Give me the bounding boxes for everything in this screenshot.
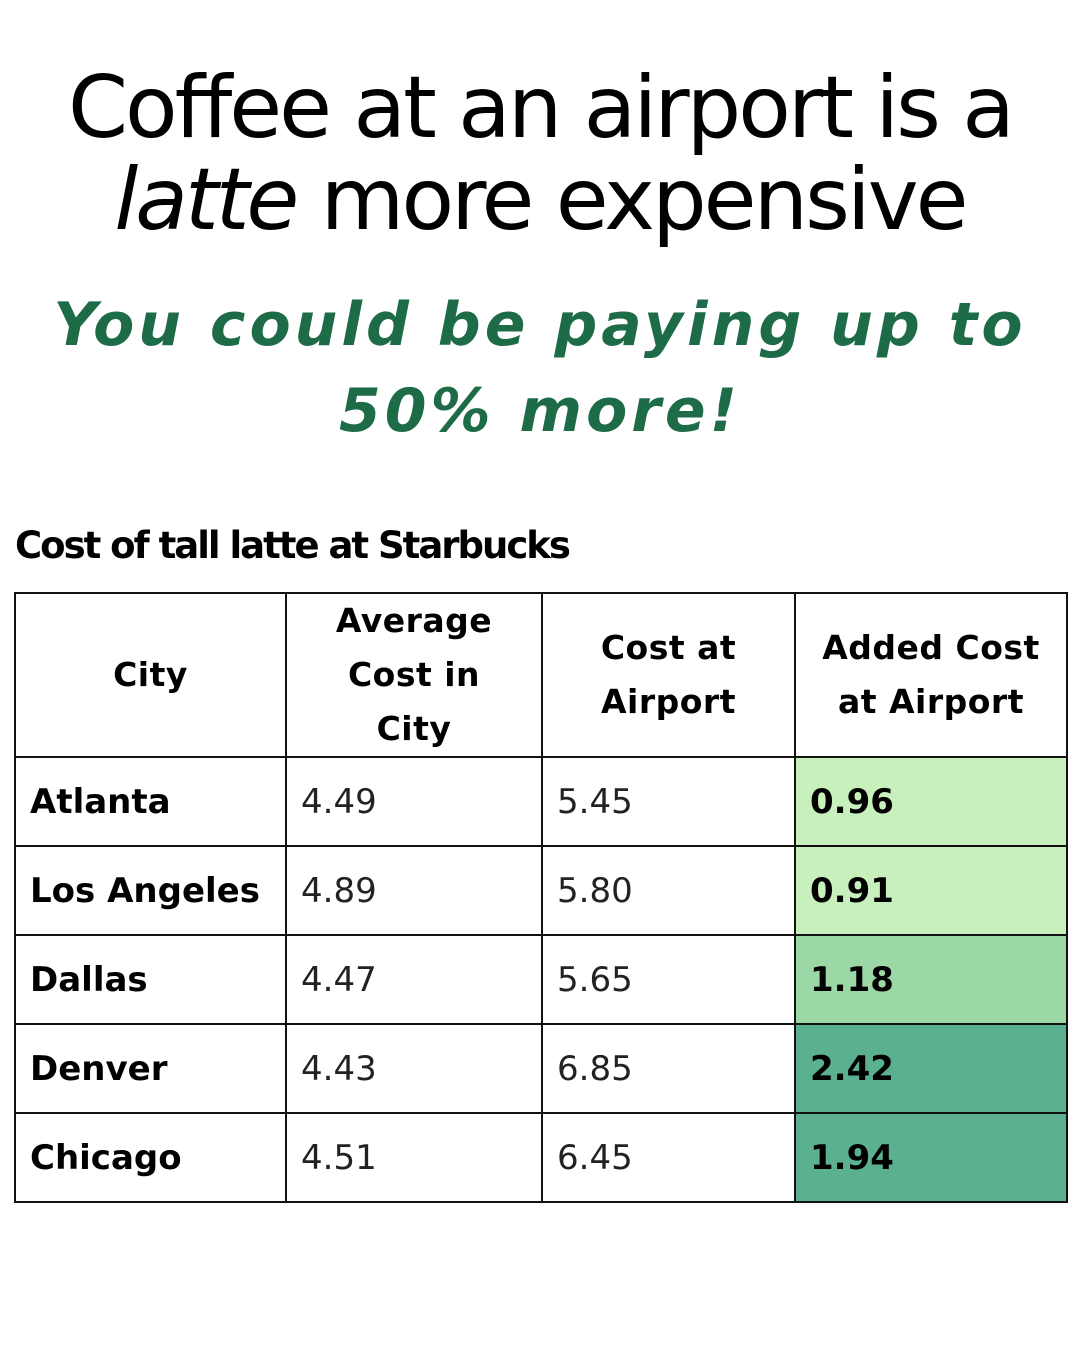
subheadline-line-2: 50% more! [339, 376, 741, 446]
table-header-row: City Average Cost in City Cost at Airpor… [14, 592, 1068, 758]
city-cell: Denver [14, 1023, 287, 1114]
column-header-airport-cost-label: Cost at Airport [600, 628, 737, 721]
headline-line-2-rest: more expensive [296, 150, 969, 250]
column-header-average-cost: Average Cost in City [285, 592, 543, 758]
headline-line-1: Coffee at an airport is a [68, 58, 1015, 158]
airport-cost-cell: 6.45 [541, 1112, 796, 1203]
headline: Coffee at an airport is a latte more exp… [0, 62, 1080, 246]
added-cost-cell: 1.94 [794, 1112, 1068, 1203]
column-header-added-cost-label: Added Cost at Airport [822, 628, 1040, 721]
table-body: Atlanta 4.49 5.45 0.96 Los Angeles 4.89 5.80 0.… [14, 756, 1068, 1203]
average-cost-cell: 4.49 [285, 756, 543, 847]
table-row: Dallas 4.47 5.65 1.18 [14, 934, 1068, 1025]
average-cost-cell: 4.89 [285, 845, 543, 936]
column-header-average-cost-label: Average Cost in City [335, 601, 493, 748]
average-cost-cell: 4.51 [285, 1112, 543, 1203]
headline-line-2: latte more expensive [0, 154, 1080, 246]
latte-cost-table: City Average Cost in City Cost at Airpor… [14, 592, 1068, 1203]
added-cost-cell: 1.18 [794, 934, 1068, 1025]
subheadline-line-1: You could be paying up to [53, 290, 1027, 360]
city-cell: Los Angeles [14, 845, 287, 936]
city-cell: Chicago [14, 1112, 287, 1203]
column-header-airport-cost: Cost at Airport [541, 592, 796, 758]
airport-cost-cell: 5.45 [541, 756, 796, 847]
added-cost-cell: 0.96 [794, 756, 1068, 847]
column-header-added-cost: Added Cost at Airport [794, 592, 1068, 758]
table-row: Los Angeles 4.89 5.80 0.91 [14, 845, 1068, 936]
airport-cost-cell: 5.65 [541, 934, 796, 1025]
table-row: Chicago 4.51 6.45 1.94 [14, 1112, 1068, 1203]
headline-italic-word: latte [114, 150, 299, 250]
city-cell: Dallas [14, 934, 287, 1025]
added-cost-cell: 2.42 [794, 1023, 1068, 1114]
airport-cost-cell: 6.85 [541, 1023, 796, 1114]
city-cell: Atlanta [14, 756, 287, 847]
added-cost-cell: 0.91 [794, 845, 1068, 936]
table-title: Cost of tall latte at Starbucks [15, 524, 571, 567]
table-row: Denver 4.43 6.85 2.42 [14, 1023, 1068, 1114]
average-cost-cell: 4.47 [285, 934, 543, 1025]
table-row: Atlanta 4.49 5.45 0.96 [14, 756, 1068, 847]
column-header-city: City [14, 592, 287, 758]
subheadline: You could be paying up to 50% more! [0, 282, 1080, 454]
average-cost-cell: 4.43 [285, 1023, 543, 1114]
airport-cost-cell: 5.80 [541, 845, 796, 936]
